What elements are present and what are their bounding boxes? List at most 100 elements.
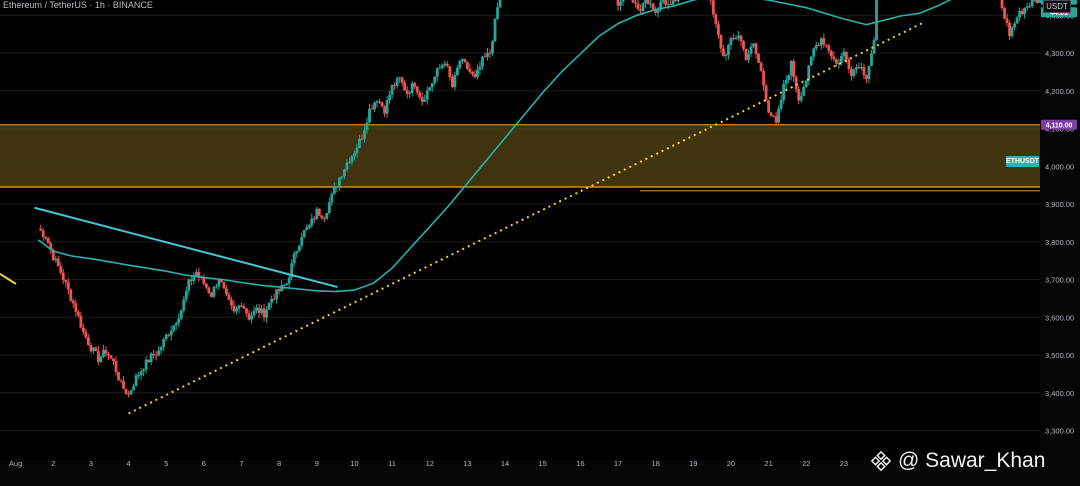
candle-body bbox=[1015, 17, 1019, 24]
candle-body bbox=[282, 285, 286, 287]
candle-body bbox=[94, 347, 98, 352]
candle-body bbox=[164, 334, 168, 340]
time-axis-bg bbox=[0, 460, 1040, 486]
candle-body bbox=[1013, 23, 1016, 28]
candle-body bbox=[779, 99, 783, 109]
candle-body bbox=[139, 371, 143, 376]
candle-body bbox=[772, 115, 776, 117]
candle-body bbox=[639, 9, 642, 11]
candle-body bbox=[787, 75, 791, 80]
x-tick-label: 22 bbox=[802, 459, 810, 468]
candle-body bbox=[666, 4, 670, 6]
candle-body bbox=[232, 305, 236, 312]
candle-body bbox=[659, 1, 663, 10]
x-tick-label: 20 bbox=[727, 459, 735, 468]
candle-body bbox=[142, 369, 146, 372]
candle-body bbox=[147, 359, 151, 363]
candle-body bbox=[325, 213, 329, 219]
candle-body bbox=[1003, 7, 1006, 19]
candle-body bbox=[107, 353, 110, 356]
candle-body bbox=[302, 229, 306, 238]
candle-body bbox=[676, 0, 680, 2]
candle-body bbox=[819, 38, 823, 46]
candle-body bbox=[290, 263, 294, 278]
candle-body bbox=[56, 258, 60, 267]
candle-body bbox=[285, 283, 289, 286]
candle-body bbox=[230, 299, 233, 306]
candle-body bbox=[661, 0, 665, 2]
currency-tag[interactable]: USDT bbox=[1043, 0, 1071, 13]
candle-body bbox=[114, 361, 118, 372]
candle-body bbox=[250, 315, 253, 320]
candle-body bbox=[189, 279, 193, 281]
candle-body bbox=[644, 0, 648, 4]
candle-body bbox=[237, 305, 241, 309]
candle-body bbox=[267, 302, 271, 310]
candle-body bbox=[355, 147, 359, 154]
candle-body bbox=[669, 4, 673, 6]
candle-body bbox=[172, 325, 176, 331]
candle-body bbox=[132, 386, 135, 391]
candle-body bbox=[839, 56, 843, 63]
candle-body bbox=[440, 64, 444, 68]
candle-body bbox=[483, 56, 487, 58]
candle-body bbox=[789, 61, 793, 76]
candle-body bbox=[124, 388, 128, 394]
candle-body bbox=[754, 43, 758, 55]
candle-body bbox=[388, 94, 391, 100]
candle-body bbox=[870, 53, 873, 66]
candle-body bbox=[1023, 7, 1027, 15]
y-tick-label: 3,700.00 bbox=[1045, 276, 1074, 285]
candle-body bbox=[724, 54, 728, 57]
candle-body bbox=[774, 116, 778, 123]
candle-body bbox=[865, 75, 868, 80]
candle-body bbox=[149, 353, 153, 363]
candle-body bbox=[829, 50, 833, 57]
x-tick-label: 9 bbox=[315, 459, 319, 468]
y-tick-label: 3,500.00 bbox=[1045, 351, 1074, 360]
candle-body bbox=[450, 76, 454, 87]
candle-body bbox=[742, 41, 745, 49]
candle-body bbox=[403, 82, 407, 91]
candle-body bbox=[400, 77, 404, 83]
candle-body bbox=[827, 45, 831, 51]
y-tick-label: 3,600.00 bbox=[1045, 313, 1074, 322]
candle-body bbox=[300, 237, 304, 246]
candle-body bbox=[307, 225, 311, 228]
candle-body bbox=[1033, 0, 1037, 1]
candle-body bbox=[122, 381, 125, 389]
candle-body bbox=[332, 187, 336, 194]
trendlines bbox=[0, 21, 924, 415]
candle-body bbox=[315, 208, 319, 219]
y-tick-label: 4,200.00 bbox=[1045, 87, 1074, 96]
candle-body bbox=[757, 54, 760, 63]
candle-body bbox=[157, 350, 161, 356]
candle-body bbox=[76, 311, 80, 316]
candle-body bbox=[345, 162, 349, 170]
candle-body bbox=[275, 289, 279, 300]
candle-body bbox=[824, 44, 828, 46]
candle-body bbox=[664, 0, 668, 5]
candle-body bbox=[159, 347, 163, 351]
candle-body bbox=[182, 299, 186, 311]
candle-body bbox=[335, 186, 339, 188]
x-tick-label: 6 bbox=[202, 459, 206, 468]
candle-body bbox=[74, 303, 78, 312]
candle-body bbox=[782, 83, 786, 100]
candle-body bbox=[423, 99, 427, 102]
candle-body bbox=[822, 38, 826, 45]
candle-body bbox=[862, 67, 866, 76]
candle-body bbox=[817, 45, 821, 47]
candle-body bbox=[847, 59, 851, 69]
candle-body bbox=[177, 318, 181, 324]
candle-body bbox=[1030, 0, 1034, 7]
candle-body bbox=[363, 130, 366, 140]
x-tick-label: 3 bbox=[89, 459, 93, 468]
candle-body bbox=[270, 298, 274, 303]
candle-body bbox=[468, 68, 472, 72]
candle-body bbox=[867, 65, 871, 80]
candle-body bbox=[104, 349, 108, 354]
candle-body bbox=[184, 290, 188, 300]
candle-body bbox=[486, 52, 489, 57]
